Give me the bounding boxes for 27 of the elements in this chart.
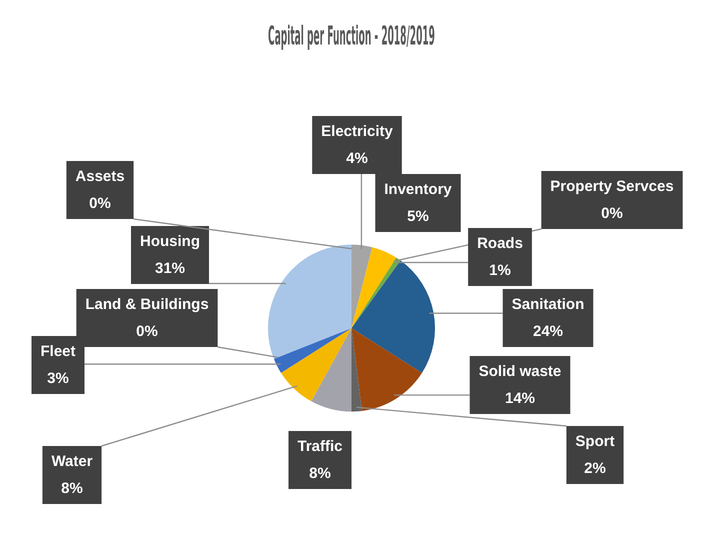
slice-label: Solid waste	[478, 363, 562, 380]
slice-label: Sport	[575, 433, 615, 450]
slice-label: Water	[51, 453, 93, 470]
data-label: 14%	[504, 390, 536, 408]
text: 0%	[136, 323, 158, 340]
data-label: 4%	[346, 150, 368, 168]
data-label: 2%	[584, 460, 606, 478]
category-label: Assets	[75, 168, 125, 186]
slice-label: Traffic	[297, 438, 343, 456]
data-label: 3%	[47, 370, 69, 388]
chart-title: Capital per Function - 2018/2019	[268, 20, 435, 52]
slice-label: Electricity	[321, 123, 394, 140]
data-label: 31%	[154, 260, 186, 278]
category-label: Land & Buildings	[85, 296, 209, 314]
data-label: 8%	[309, 465, 331, 482]
data-label: 1%	[489, 262, 511, 280]
slice-label: Roads	[477, 235, 523, 252]
text: 0%	[89, 195, 111, 212]
slice-label: Housing	[140, 233, 200, 250]
slice-label: Inventory	[384, 181, 452, 198]
data-label: 24%	[532, 323, 564, 340]
data-label: 8%	[61, 480, 83, 498]
data-label: 5%	[407, 208, 429, 226]
slice-label: Fleet	[40, 343, 76, 360]
text: 0%	[601, 205, 623, 222]
category-label: Property Servces	[550, 178, 674, 196]
slice-label: Sanitation	[512, 296, 584, 314]
